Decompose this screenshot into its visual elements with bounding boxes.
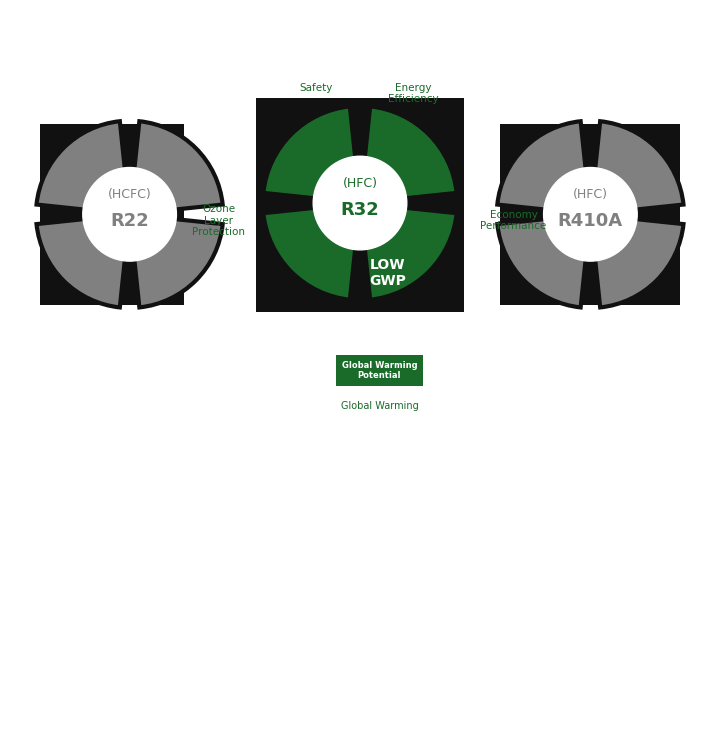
Text: R22: R22 [110,212,149,230]
Text: LOW
GWP: LOW GWP [369,258,405,288]
Bar [256,98,464,312]
Text: (HCFC): (HCFC) [108,188,151,202]
Text: Safety: Safety [300,83,333,92]
Bar [40,124,184,305]
Circle shape [313,156,407,250]
Bar [500,124,680,305]
Text: R410A: R410A [558,212,623,230]
Wedge shape [360,106,456,203]
Bar [336,355,423,386]
Circle shape [83,168,176,261]
Text: (HFC): (HFC) [343,177,377,190]
Wedge shape [590,214,683,308]
Wedge shape [37,214,130,308]
Wedge shape [498,121,590,214]
Wedge shape [130,214,222,308]
Wedge shape [360,203,456,300]
Circle shape [544,168,637,261]
Text: Energy
Efficiency: Energy Efficiency [388,83,438,105]
Wedge shape [590,121,683,214]
Wedge shape [264,203,360,300]
Text: Economy
Performance: Economy Performance [480,210,546,232]
Text: Ozone
Layer
Protection: Ozone Layer Protection [192,204,246,237]
Wedge shape [37,121,130,214]
Text: R32: R32 [341,201,379,219]
Wedge shape [498,214,590,308]
Wedge shape [130,121,222,214]
Text: (HFC): (HFC) [573,188,608,202]
Wedge shape [264,106,360,203]
Text: Global Warming: Global Warming [341,401,418,411]
Text: Global Warming
Potential: Global Warming Potential [341,360,418,380]
